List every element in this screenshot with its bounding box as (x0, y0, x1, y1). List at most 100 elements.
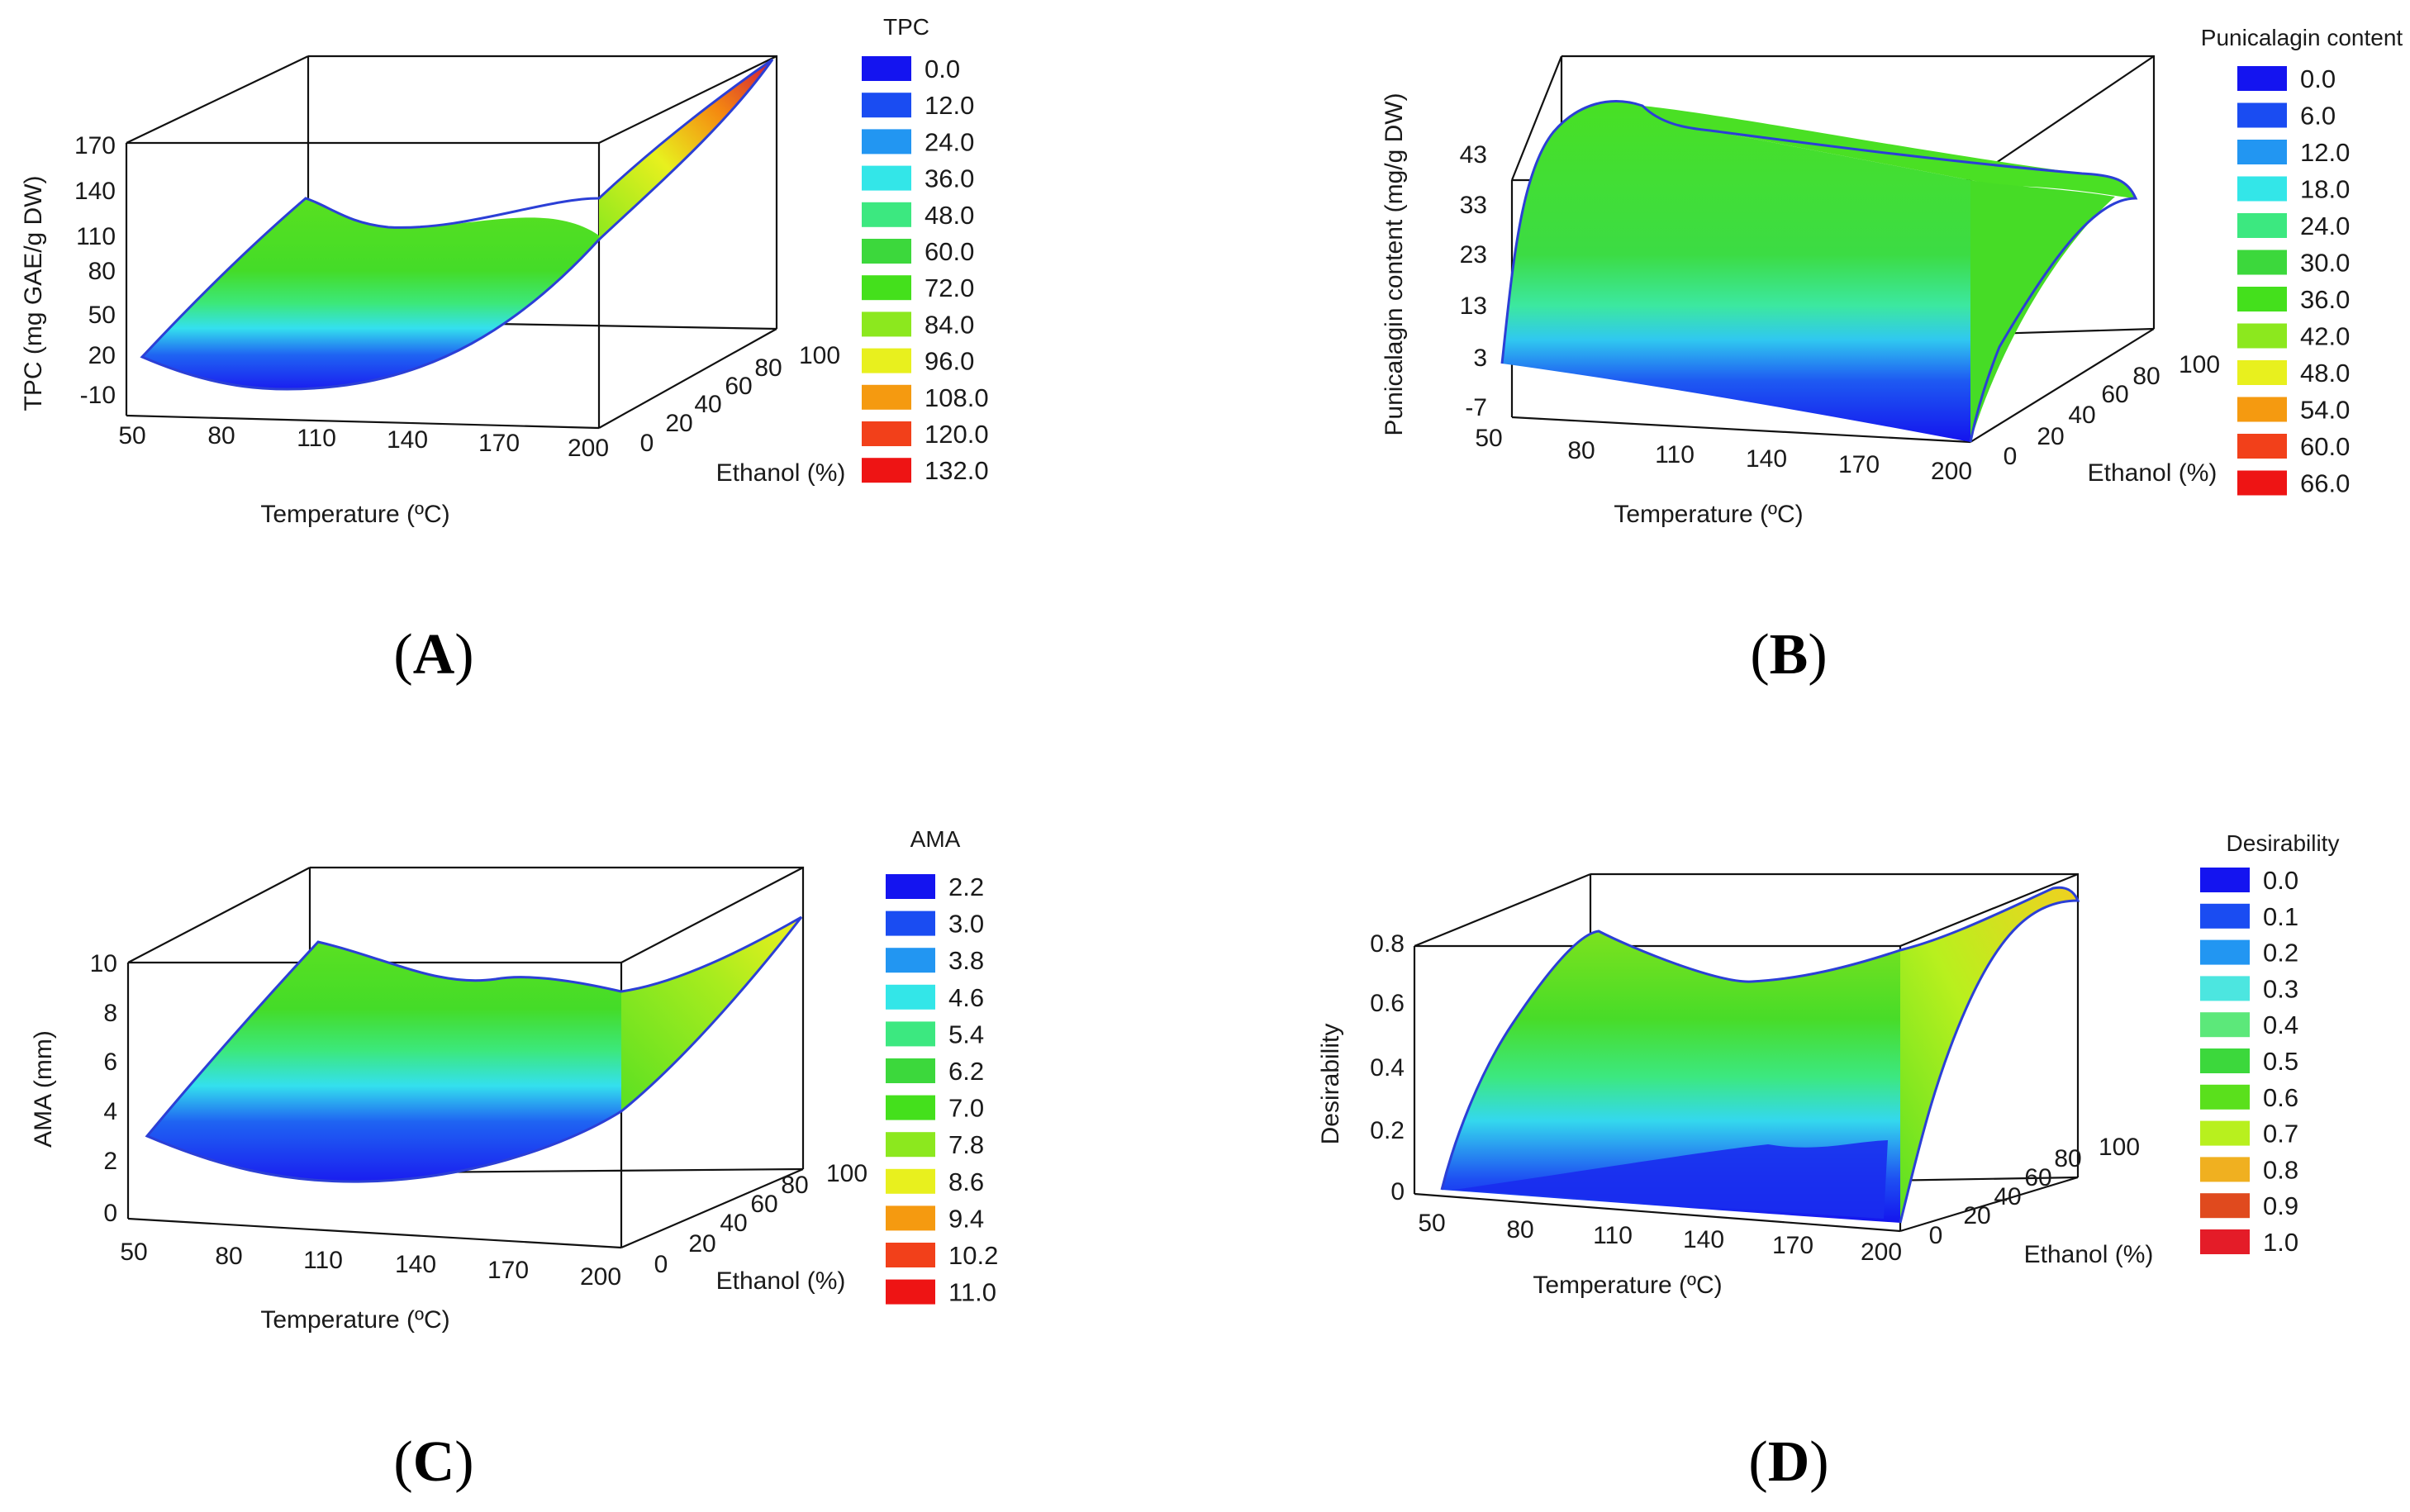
y-tick: 60 (725, 373, 752, 400)
legend-value: 0.5 (2263, 1047, 2298, 1076)
panel-letter: D (1768, 1430, 1810, 1494)
x-tick: 50 (1475, 425, 1502, 452)
surface-d-ethanol-face (1900, 887, 2078, 1223)
legend-swatch (2237, 66, 2287, 91)
legend-value: 5.4 (948, 1020, 984, 1048)
legend-swatch (886, 911, 935, 936)
x-tick: 170 (1838, 451, 1880, 478)
legend-value: 36.0 (925, 164, 974, 193)
legend-swatch (862, 275, 911, 301)
z-ticks-b: 43 33 23 13 3 -7 (1460, 141, 1487, 421)
legend-value: 0.4 (2263, 1010, 2298, 1039)
legend-value: 12.0 (925, 91, 974, 120)
z-tick: 23 (1460, 241, 1487, 269)
z-tick: 0 (1390, 1178, 1405, 1205)
legend-title: TPC (883, 14, 929, 40)
y-tick: 100 (799, 342, 840, 369)
legend-swatch (862, 56, 911, 81)
panel-letter: B (1770, 623, 1809, 687)
legend-swatch (2200, 1084, 2250, 1110)
legend-value: 6.0 (2300, 102, 2336, 131)
z-tick: 2 (103, 1148, 117, 1175)
box-top-right (1970, 55, 2155, 181)
z-tick: 80 (88, 258, 116, 285)
surface-c-main (147, 942, 621, 1182)
z-tick: 20 (88, 342, 116, 369)
legend-swatch (862, 239, 911, 264)
legend-swatch (886, 1279, 935, 1305)
box-floor-front (1511, 416, 1971, 444)
legend-value: 84.0 (925, 310, 974, 339)
legend-swatch (2237, 140, 2287, 164)
x-tick: 140 (1746, 445, 1787, 473)
z-tick: 10 (90, 950, 117, 977)
legend-b: 0.0 6.0 12.0 18.0 24.0 30.0 36.0 42.0 48.0 54.0 60… (2237, 64, 2350, 498)
legend-value: 24.0 (2300, 212, 2350, 240)
legend-value: 108.0 (925, 383, 989, 412)
y-tick: 80 (2132, 363, 2160, 390)
y-tick: 60 (2101, 381, 2128, 408)
legend-value: 0.0 (2263, 866, 2298, 895)
legend-swatch (886, 874, 935, 899)
legend-value: 0.0 (925, 55, 960, 83)
z-axis-label: Desirability (1317, 1024, 1344, 1145)
legend-value: 132.0 (925, 456, 989, 485)
legend-swatch (862, 165, 911, 191)
y-ticks-d: 0 20 40 60 80 100 (1929, 1134, 2140, 1249)
x-tick: 80 (215, 1243, 242, 1270)
legend-value: 0.8 (2263, 1155, 2298, 1184)
x-tick: 200 (1861, 1239, 1902, 1266)
legend-swatch (862, 458, 911, 483)
y-tick: 100 (2099, 1134, 2140, 1161)
x-ticks-a: 50 80 110 140 170 200 (118, 422, 609, 462)
legend-value: 36.0 (2300, 285, 2350, 314)
z-tick: 170 (74, 132, 116, 159)
x-tick: 140 (1683, 1226, 1724, 1253)
y-tick: 0 (640, 430, 654, 457)
legend-swatch (886, 1132, 935, 1158)
legend-value: 96.0 (925, 347, 974, 376)
legend-swatch (886, 1095, 935, 1120)
legend-swatch (862, 384, 911, 410)
z-tick: 6 (103, 1048, 117, 1076)
panel-label-b: (B) (1750, 623, 1827, 687)
legend-swatch (862, 129, 911, 155)
legend-value: 0.2 (2263, 939, 2298, 968)
x-tick: 110 (1593, 1222, 1633, 1249)
surface-b-ridge (1642, 106, 2136, 198)
legend-value: 12.0 (2300, 138, 2350, 167)
box-top-left (1510, 55, 1563, 181)
x-tick: 140 (387, 426, 428, 454)
legend-swatch (2200, 1229, 2250, 1254)
legend-value: 54.0 (2300, 396, 2350, 425)
x-tick: 50 (118, 422, 145, 449)
surface-a-outline (140, 58, 774, 391)
z-tick: 110 (76, 223, 116, 250)
x-tick: 80 (207, 422, 235, 449)
box-floor-front (1414, 1192, 1901, 1233)
legend-value: 60.0 (925, 237, 974, 266)
legend-swatch (2237, 470, 2287, 496)
legend-value: 6.2 (948, 1057, 984, 1086)
surface-d-outline (1440, 886, 2080, 1224)
x-tick: 110 (303, 1247, 343, 1274)
y-tick: 80 (754, 354, 782, 382)
legend-title: Desirability (2227, 830, 2340, 856)
legend-value: 48.0 (925, 201, 974, 230)
legend-value: 66.0 (2300, 469, 2350, 498)
legend-swatch (2237, 397, 2287, 422)
legend-value: 30.0 (2300, 249, 2350, 278)
legend-value: 0.6 (2263, 1083, 2298, 1112)
box-top-right (620, 867, 804, 963)
box-floor-right (598, 328, 777, 429)
y-tick: 80 (2054, 1145, 2081, 1172)
surface-a-ethanol-face (599, 59, 772, 240)
legend-swatch (886, 984, 935, 1010)
legend-swatch (2200, 868, 2250, 892)
z-tick: 0 (103, 1200, 117, 1227)
legend-swatch (2237, 102, 2287, 128)
x-tick: 140 (395, 1251, 436, 1278)
z-tick: 0.6 (1370, 990, 1405, 1017)
z-axis-label: AMA (mm) (30, 1030, 57, 1148)
x-tick: 110 (1655, 441, 1695, 468)
